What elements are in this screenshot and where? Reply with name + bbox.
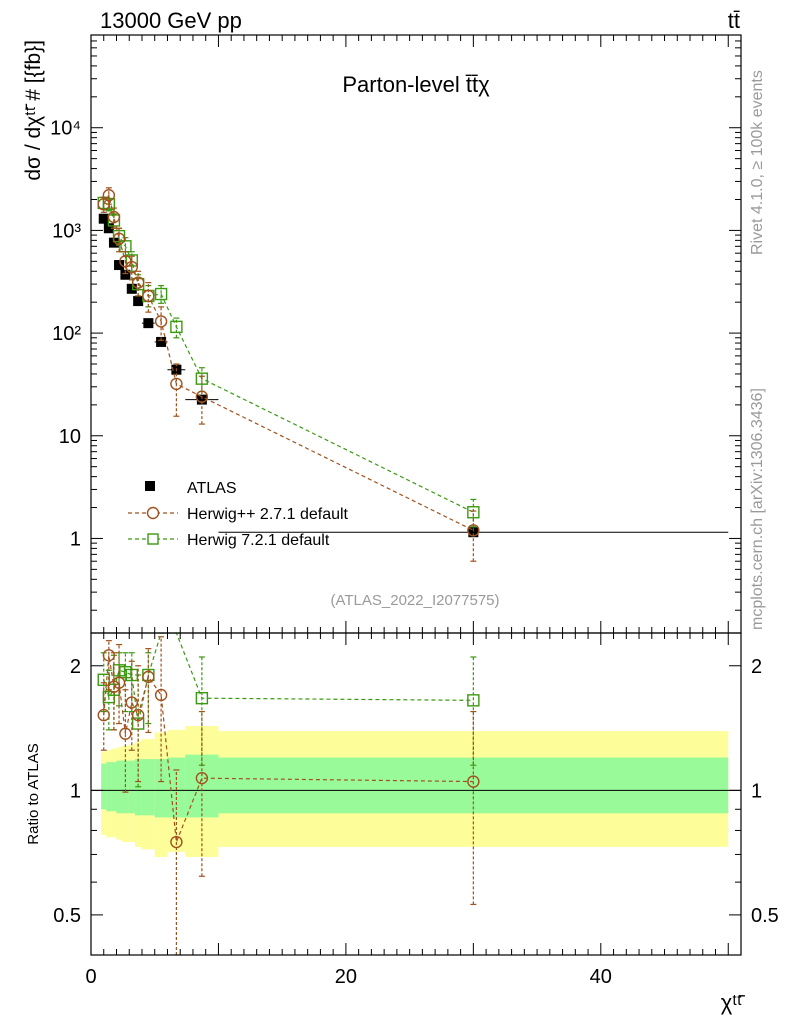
ratio-herwig7-point <box>195 691 209 705</box>
herwig7-point <box>467 506 480 519</box>
main-panel: Parton-level t̄t̄χ dσ / dχᵗᵗ̄ # [{fb}] (… <box>22 34 742 634</box>
herwig7-point <box>125 254 138 267</box>
atlas-point <box>143 318 154 329</box>
atlas-point <box>120 269 131 280</box>
band-inner <box>128 760 135 814</box>
herwigpp-line <box>103 193 474 531</box>
herwig7-line <box>103 202 474 513</box>
atlas-point <box>468 527 479 538</box>
mcplots-site-label: mcplots.cern.ch [arXiv:1306.3436] <box>749 388 766 630</box>
herwig7-point <box>170 320 183 334</box>
herwigpp-point <box>170 377 183 391</box>
main-y-tick-label: 10² <box>52 323 81 345</box>
atlas-point <box>108 237 119 248</box>
herwigpp-point <box>142 289 155 303</box>
main-y-tick-label: 1 <box>70 528 81 550</box>
ratio-y-axis-title: Ratio to ATLAS <box>25 743 42 844</box>
legend-marker-herwig7 <box>147 533 159 545</box>
main-y-tick-label: 10³ <box>52 220 81 242</box>
band-inner <box>116 760 122 814</box>
band-inner <box>106 762 112 812</box>
ratio-herwigpp-point <box>142 670 155 684</box>
herwigpp-point <box>107 210 121 224</box>
herwigpp-point <box>125 260 138 274</box>
legend-label-atlas: ATLAS <box>187 480 237 497</box>
atlas-point <box>156 336 167 347</box>
band-inner <box>111 762 117 812</box>
legend-marker-atlas <box>145 481 155 491</box>
herwigpp-point <box>112 232 126 245</box>
atlas-point <box>126 283 137 294</box>
ratio-herwigpp-point <box>170 835 183 849</box>
herwig7-point <box>195 372 209 385</box>
herwigpp-point <box>154 315 168 328</box>
ratio-herwigpp-point <box>125 696 138 709</box>
herwigpp-point <box>195 390 209 403</box>
ratio-y-tick-label: 2 <box>70 656 81 678</box>
x-tick-label: 20 <box>335 966 357 988</box>
ratio-panel-frame <box>90 632 742 956</box>
x-tick-label: 0 <box>85 966 96 988</box>
chart-title: Parton-level t̄t̄χ <box>342 72 490 97</box>
y-axis-title: dσ / dχᵗᵗ̄ # [{fb}] <box>22 40 45 181</box>
process-label: tt̄ <box>728 8 740 33</box>
ratio-herwig7-line <box>103 633 474 724</box>
rivet-version-label: Rivet 4.1.0, ≥ 100k events <box>749 70 766 255</box>
ratio-herwigpp-point <box>97 708 110 722</box>
x-tick-label: 40 <box>590 966 612 988</box>
atlas-point <box>133 296 144 307</box>
legend-marker-herwigpp <box>146 506 160 520</box>
band-inner <box>101 763 107 810</box>
atlas-point <box>196 394 207 405</box>
ratio-herwigpp-point <box>467 775 480 788</box>
herwigpp-point <box>467 524 480 537</box>
ratio-herwigpp-point <box>195 771 209 785</box>
analysis-label: (ATLAS_2022_I2077575) <box>330 592 499 609</box>
main-y-tick-label: 10⁴ <box>50 118 81 140</box>
herwigpp-point <box>131 276 145 289</box>
band-inner <box>154 759 168 818</box>
ratio-herwigpp-point <box>119 727 132 740</box>
atlas-point <box>103 223 114 234</box>
ratio-y-tick-label-right: 2 <box>751 656 762 678</box>
herwigpp-point <box>102 189 116 202</box>
ratio-y-tick-label-right: 0.5 <box>751 905 779 927</box>
ratio-herwig7-point <box>467 694 480 707</box>
ratio-panel: Ratio to ATLAS 0 20 40 2 2 1 1 0.5 0.5 χᵗᵗ̄ <box>25 632 779 1015</box>
ratio-herwigpp-point <box>112 676 126 689</box>
ratio-y-tick-label: 0.5 <box>53 905 81 927</box>
x-axis-title: χᵗᵗ̄ <box>721 990 745 1015</box>
ratio-herwig7-point <box>119 665 132 679</box>
ratio-herwigpp-point <box>102 649 116 662</box>
atlas-point <box>114 260 125 271</box>
legend-label-herwigpp: Herwig++ 2.7.1 default <box>187 506 349 523</box>
herwig7-point <box>154 287 168 301</box>
band-inner <box>141 759 155 816</box>
main-y-tick-label: 10 <box>59 426 81 448</box>
ratio-herwigpp-point <box>131 708 145 722</box>
atlas-point <box>98 213 109 224</box>
energy-label: 13000 GeV pp <box>100 8 242 33</box>
legend: ATLAS Herwig++ 2.7.1 default Herwig 7.2.… <box>128 480 349 549</box>
ratio-herwigpp-point <box>154 688 168 702</box>
ratio-y-tick-label-right: 1 <box>751 780 762 802</box>
legend-label-herwig7: Herwig 7.2.1 default <box>187 532 330 549</box>
ratio-y-tick-label: 1 <box>70 780 81 802</box>
